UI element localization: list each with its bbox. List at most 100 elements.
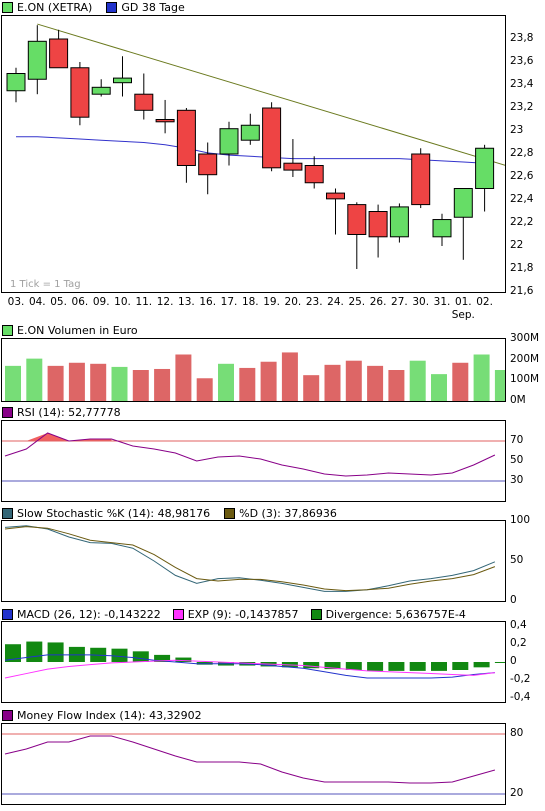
legend-stoch-d-label: %D (3): 37,86936	[239, 506, 337, 520]
legend-stoch-k: Slow Stochastic %K (14): 48,98176	[2, 507, 210, 520]
x-tick-label: 23.	[305, 296, 323, 308]
legend-swatch-exp	[172, 608, 184, 620]
rsi-line	[4, 432, 496, 477]
candle-body	[453, 188, 473, 218]
rsi-chart-panel	[1, 420, 506, 502]
mfi-tick-label: 80	[510, 727, 524, 739]
legend-swatch-eon	[2, 1, 13, 13]
candle-body	[155, 119, 175, 123]
divergence-bar	[26, 641, 43, 662]
legend-swatch-stoch-k	[2, 507, 13, 519]
rsi-chart-svg	[2, 432, 505, 482]
x-tick-label: 19.	[263, 296, 280, 308]
x-tick-label: 17.	[220, 296, 238, 308]
mfi-tick-label: 20	[510, 787, 524, 799]
stochastic-tick-label: 100	[510, 514, 531, 526]
candle-body	[326, 192, 345, 200]
x-tick-label: 31.	[433, 296, 451, 308]
candle-body	[198, 153, 218, 176]
price-tick-label: 23,8	[510, 32, 534, 44]
mfi-chart-svg	[2, 733, 505, 795]
legend-divergence-label: Divergence: 5,636757E-4	[325, 607, 466, 621]
legend-swatch-macd	[2, 608, 13, 620]
legend-swatch-divergence	[310, 608, 322, 620]
candle-body	[389, 206, 409, 238]
legend-swatch-stoch-d	[224, 507, 236, 519]
candle-body	[176, 109, 196, 167]
volume-bar	[68, 362, 85, 401]
mfi-line	[4, 735, 496, 784]
volume-bar	[367, 365, 384, 401]
gd38-line	[16, 136, 485, 164]
legend-mfi: Money Flow Index (14): 43,32902	[2, 709, 202, 722]
x-tick-label: 03.	[7, 296, 25, 308]
volume-legend: E.ON Volumen in Euro	[2, 323, 138, 337]
legend-eon-label: E.ON (XETRA)	[17, 0, 93, 14]
x-tick-label: 25.	[348, 296, 366, 308]
volume-bar	[111, 366, 128, 401]
legend-exp-label: EXP (9): -0,1437857	[187, 607, 299, 621]
x-tick-label: 10.	[114, 296, 131, 308]
volume-bar	[26, 358, 43, 401]
price-tick-label: 22	[510, 239, 524, 251]
legend-gd38-label: GD 38 Tage	[121, 0, 185, 14]
x-tick-label: 12.	[156, 296, 174, 308]
volume-bar	[196, 378, 213, 401]
volume-bar	[494, 370, 505, 401]
price-chart-panel: 1 Tick = 1 Tag	[1, 15, 506, 293]
divergence-bar	[409, 662, 426, 671]
legend-rsi-label: RSI (14): 52,77778	[17, 405, 121, 419]
macd-tick-label: 0,2	[510, 637, 527, 650]
divergence-bar	[175, 657, 192, 662]
rsi-tick-label: 30	[510, 474, 524, 486]
x-tick-label: 30.	[412, 296, 430, 308]
price-chart-svg	[6, 23, 505, 269]
stoch-d-line	[4, 526, 496, 592]
price-tick-label: 22,2	[510, 216, 534, 228]
divergence-bar	[111, 648, 128, 662]
volume-bar	[239, 367, 256, 401]
divergence-bar	[494, 662, 505, 663]
x-tick-label: 09.	[92, 296, 110, 308]
volume-bar	[5, 365, 21, 401]
price-legend: E.ON (XETRA) GD 38 Tage	[2, 0, 185, 14]
volume-bar	[218, 363, 234, 401]
candle-body	[6, 73, 26, 92]
volume-bar	[409, 360, 426, 401]
volume-bar	[47, 365, 64, 401]
candle-body	[70, 67, 90, 118]
volume-bar	[260, 361, 277, 401]
legend-divergence: Divergence: 5,636757E-4	[310, 607, 466, 621]
stochastic-chart-panel	[1, 520, 506, 602]
candle-body	[368, 211, 388, 238]
candle-body	[283, 162, 303, 171]
legend-swatch-mfi	[2, 709, 13, 721]
volume-bar	[388, 370, 405, 401]
volume-tick-label: 0M	[510, 394, 526, 406]
divergence-bar	[473, 662, 490, 668]
legend-eon: E.ON (XETRA)	[2, 1, 92, 14]
stochastic-tick-label: 0	[510, 594, 517, 606]
candle-body	[432, 219, 452, 238]
legend-exp: EXP (9): -0,1437857	[172, 607, 299, 621]
x-tick-label: 11.	[135, 296, 153, 308]
x-tick-label: 04.	[28, 296, 46, 308]
divergence-bar	[5, 644, 21, 662]
volume-bar	[431, 374, 447, 401]
tick-note: 1 Tick = 1 Tag	[10, 279, 81, 290]
x-tick-label: 16.	[199, 296, 217, 308]
macd-tick-label: -0,2	[510, 672, 531, 685]
candle-body	[304, 165, 324, 184]
price-tick-label: 21,6	[510, 285, 534, 297]
macd-tick-label: -0,4	[510, 690, 531, 703]
divergence-bar	[452, 662, 469, 670]
volume-tick-label: 300M	[510, 332, 540, 344]
price-tick-label: 21,8	[510, 262, 534, 274]
volume-chart-svg	[5, 352, 505, 401]
divergence-bar	[367, 662, 384, 671]
volume-bar	[473, 354, 490, 401]
candle-body	[262, 107, 282, 169]
candle-body	[475, 147, 495, 189]
candle-body	[49, 38, 69, 69]
x-tick-label: 24.	[327, 296, 344, 308]
